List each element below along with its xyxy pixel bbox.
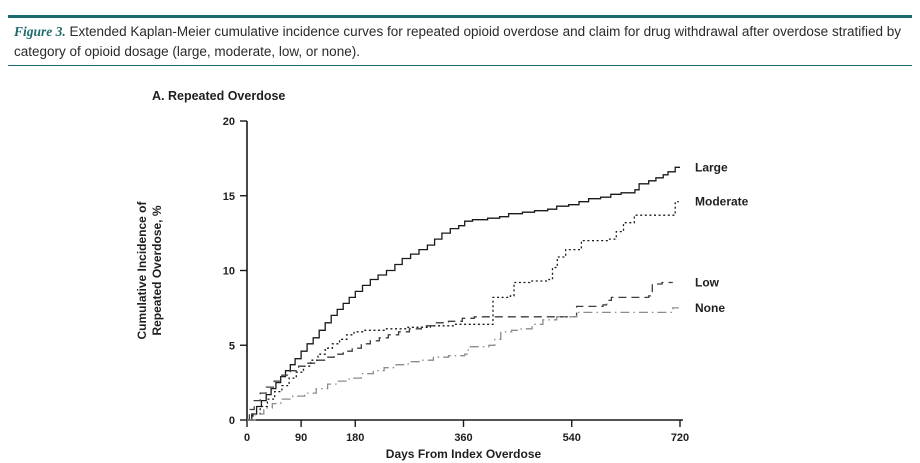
- x-tick-label: 90: [295, 432, 307, 444]
- series-label-moderate: Moderate: [695, 195, 749, 209]
- x-axis-title: Days From Index Overdose: [386, 447, 542, 461]
- caption-divider-rule: [8, 65, 912, 66]
- series-label-large: Large: [695, 160, 728, 174]
- y-tick-label: 10: [223, 266, 235, 278]
- y-tick-label: 0: [229, 415, 235, 427]
- series-line-low: [247, 281, 673, 421]
- x-tick-label: 540: [563, 432, 581, 444]
- series-line-moderate: [247, 201, 679, 421]
- figure-number-label: Figure 3.: [14, 24, 66, 39]
- x-tick-label: 720: [671, 432, 689, 444]
- y-tick-label: 15: [223, 191, 235, 203]
- figure-caption: Figure 3. Extended Kaplan-Meier cumulati…: [14, 22, 906, 63]
- x-tick-label: 180: [346, 432, 364, 444]
- y-tick-label: 5: [229, 340, 235, 352]
- figure-caption-text: Extended Kaplan-Meier cumulative inciden…: [14, 24, 901, 60]
- x-tick-label: 0: [244, 432, 250, 444]
- chart-title: A. Repeated Overdose: [152, 89, 285, 103]
- top-rule: [8, 15, 912, 18]
- series-line-large: [247, 166, 680, 421]
- y-axis-title-line2: Repeated Overdose, %: [150, 205, 164, 335]
- series-label-low: Low: [695, 275, 720, 289]
- series-label-none: None: [695, 301, 725, 315]
- y-axis-title-line1: Cumulative Incidence of: [135, 200, 149, 339]
- series-line-none: [247, 307, 679, 421]
- y-tick-label: 20: [223, 116, 235, 128]
- x-tick-label: 360: [454, 432, 472, 444]
